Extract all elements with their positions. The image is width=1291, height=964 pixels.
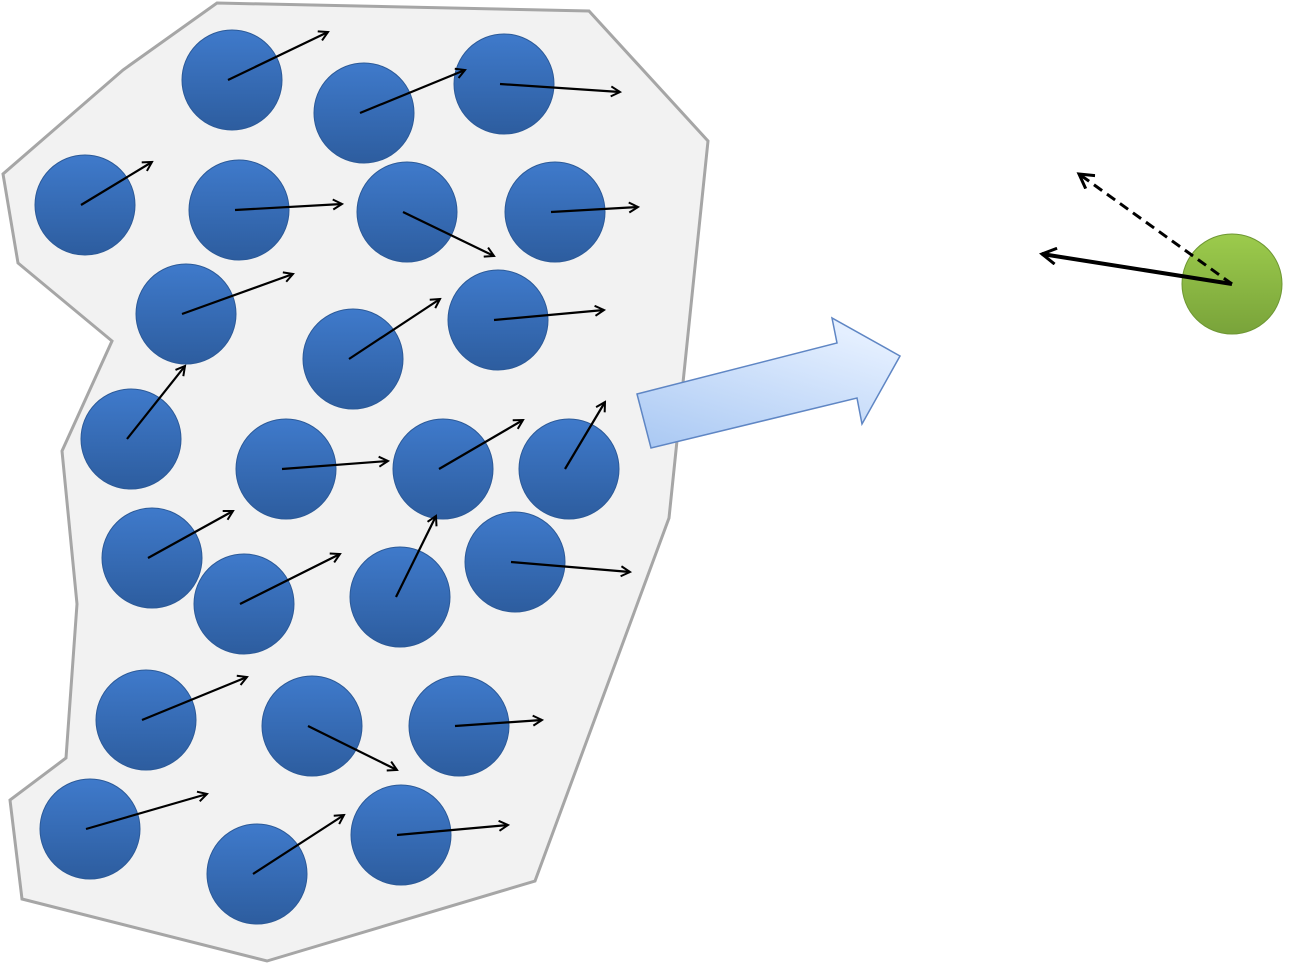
velocity-vector [438,420,523,470]
particle [80,388,182,490]
velocity-vector [80,162,152,206]
velocity-vector [234,204,342,212]
particle [349,546,451,648]
velocity-vector [126,366,185,440]
velocity-vector [564,402,605,470]
particle [101,507,203,609]
velocity-vector [307,725,397,770]
velocity-vector [147,511,233,559]
velocity-vector [141,677,247,722]
particle [261,675,363,777]
velocity-vector [281,461,388,471]
particle [34,154,136,256]
velocity-vector [396,825,508,837]
velocity-vector [493,310,604,322]
velocity-vector [348,299,440,360]
particle [39,778,141,880]
particle [95,669,197,771]
velocity-vector [359,70,465,115]
velocity-vector [454,720,542,728]
velocity-vector [510,560,630,572]
velocity-vector [550,207,638,212]
velocity-vector [227,32,328,81]
particle [135,263,237,365]
particle-cluster [34,29,638,925]
tracer-solid-vector [1042,254,1233,286]
velocity-vector [252,815,344,875]
particle [313,62,415,164]
particle [181,29,283,131]
velocity-vector [402,211,494,256]
velocity-vector [499,82,620,92]
particle [356,161,458,263]
velocity-vector [85,794,207,831]
block-arrow-right-icon [636,316,902,449]
velocity-vector [239,554,340,605]
velocity-vector [395,516,436,598]
particle [302,308,404,410]
particle [518,418,620,520]
particle [206,823,308,925]
particle [193,553,295,655]
particle [392,418,494,520]
velocity-vector [181,274,293,316]
